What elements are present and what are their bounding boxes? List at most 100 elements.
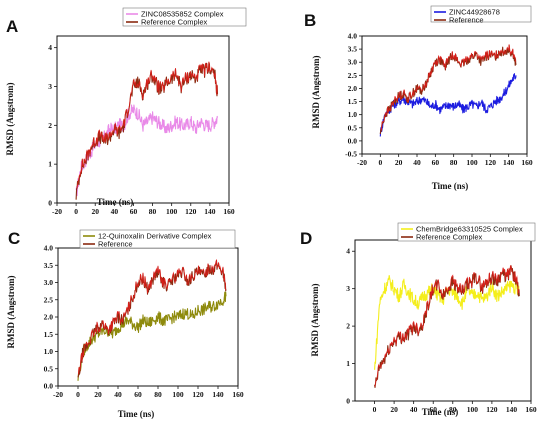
x-axis-title: Time (ns) xyxy=(118,409,155,419)
x-tick-label: 60 xyxy=(432,158,440,167)
x-tick-label: 140 xyxy=(503,158,515,167)
y-tick-label: 1.0 xyxy=(44,347,54,356)
x-axis-title: Time (ns) xyxy=(422,407,459,417)
series-line-2-overlay xyxy=(78,259,227,375)
x-tick-label: 40 xyxy=(410,405,418,414)
y-tick-label: 2.0 xyxy=(348,84,358,93)
y-tick-label: 0 xyxy=(346,397,350,406)
x-tick-label: 80 xyxy=(450,158,458,167)
panel-letter: C xyxy=(8,229,20,248)
x-tick-label: 80 xyxy=(449,405,457,414)
x-tick-label: 60 xyxy=(134,390,142,399)
x-tick-label: 60 xyxy=(130,207,138,216)
x-tick-label: 140 xyxy=(506,405,518,414)
y-tick-label: 0 xyxy=(48,199,52,208)
y-axis-title: RMSD (Angstrom) xyxy=(6,275,16,348)
x-tick-label: 120 xyxy=(192,390,204,399)
plot-frame xyxy=(57,247,239,387)
x-tick-label: 100 xyxy=(467,405,479,414)
x-tick-label: 160 xyxy=(525,405,537,414)
y-tick-label: 3 xyxy=(48,82,52,91)
x-tick-label: 20 xyxy=(395,158,403,167)
series-line-2 xyxy=(75,61,219,200)
x-tick-label: 120 xyxy=(185,207,197,216)
y-tick-label: 2 xyxy=(48,121,52,130)
legend-box xyxy=(397,222,536,242)
legend-label: ChemBridge63310525 Complex xyxy=(416,225,523,234)
y-tick-label: 2 xyxy=(346,322,350,331)
panel-letter: B xyxy=(304,11,316,30)
x-tick-label: 60 xyxy=(429,405,437,414)
y-tick-label: 3.0 xyxy=(348,58,358,67)
x-tick-label: 0 xyxy=(76,390,80,399)
x-tick-label: -20 xyxy=(53,390,63,399)
y-tick-label: 1.5 xyxy=(44,330,54,339)
y-tick-label: 0.5 xyxy=(348,123,358,132)
panel-letter: A xyxy=(6,17,18,36)
x-tick-label: 120 xyxy=(485,158,497,167)
x-tick-label: 160 xyxy=(223,207,235,216)
y-tick-label: 1.0 xyxy=(348,110,358,119)
series-line-2-overlay xyxy=(374,265,520,387)
x-tick-label: 160 xyxy=(232,390,244,399)
x-tick-label: 100 xyxy=(172,390,184,399)
y-tick-label: 2.5 xyxy=(348,71,358,80)
y-axis-title: RMSD (Angstrom) xyxy=(5,82,15,155)
legend-label: Reference Complex xyxy=(416,233,483,242)
y-tick-label: 4.0 xyxy=(44,244,54,253)
y-axis-title: RMSD (Angstrom) xyxy=(310,283,320,356)
x-tick-label: 40 xyxy=(111,207,119,216)
plot-frame xyxy=(361,35,528,155)
x-tick-label: 160 xyxy=(521,158,533,167)
y-tick-label: 4 xyxy=(48,43,52,52)
series-line-1 xyxy=(379,73,517,137)
x-tick-label: 80 xyxy=(154,390,162,399)
y-tick-label: 0.0 xyxy=(348,136,358,145)
x-tick-label: 20 xyxy=(94,390,102,399)
x-tick-label: 0 xyxy=(74,207,78,216)
x-axis-title: Time (ns) xyxy=(97,197,134,207)
x-tick-label: 0 xyxy=(373,405,377,414)
x-tick-label: 100 xyxy=(466,158,478,167)
legend-box xyxy=(79,229,236,249)
series-line-1 xyxy=(75,104,219,197)
x-tick-label: 80 xyxy=(149,207,157,216)
y-tick-label: -0.5 xyxy=(345,150,357,159)
x-tick-label: 0 xyxy=(378,158,382,167)
x-tick-label: 40 xyxy=(114,390,122,399)
legend-label: Reference Complex xyxy=(141,18,208,27)
series-line-2-overlay xyxy=(380,44,517,131)
panel-b: B -20 0 20 40 60 80 100 120 140 160 -0.5 0.0 0.5 1.0 1.… xyxy=(304,5,533,191)
plot-frame xyxy=(56,35,230,204)
y-tick-label: 3.0 xyxy=(44,278,54,287)
y-tick-label: 2.5 xyxy=(44,295,54,304)
y-tick-label: 4 xyxy=(346,247,350,256)
y-tick-label: 1 xyxy=(346,359,350,368)
legend-box xyxy=(430,5,532,23)
y-tick-label: 2.0 xyxy=(44,313,54,322)
y-tick-label: 4.0 xyxy=(348,32,358,41)
x-tick-label: 120 xyxy=(486,405,498,414)
panel-letter: D xyxy=(300,229,312,248)
legend-label: Reference xyxy=(98,240,133,249)
y-tick-label: 1 xyxy=(48,160,52,169)
x-tick-label: -20 xyxy=(52,207,62,216)
y-tick-label: 3.5 xyxy=(44,261,54,270)
x-tick-label: 20 xyxy=(91,207,99,216)
legend-label: Reference xyxy=(449,16,484,25)
panel-c: C -20 0 20 40 60 80 100 120 140 160 0.0 0.5 1.0 1.5 2.0… xyxy=(6,229,244,419)
legend-label: ZINC08535852 Complex xyxy=(141,10,224,19)
y-tick-label: 0.0 xyxy=(44,382,54,391)
panel-d: D 0 20 40 60 80 100 120 140 160 0 1 2 3 4 Time (ns) RMSD… xyxy=(300,222,537,417)
y-tick-label: 0.5 xyxy=(44,364,54,373)
y-axis-title: RMSD (Angstrom) xyxy=(311,55,321,128)
legend-label: ZINC44928678 xyxy=(449,8,500,17)
x-axis-title: Time (ns) xyxy=(432,181,469,191)
x-tick-label: 100 xyxy=(166,207,178,216)
legend-label: 12-Quinoxalin Derivative Complex xyxy=(98,232,212,241)
y-tick-label: 3 xyxy=(346,284,350,293)
x-tick-label: 140 xyxy=(212,390,224,399)
legend-box xyxy=(122,7,247,27)
